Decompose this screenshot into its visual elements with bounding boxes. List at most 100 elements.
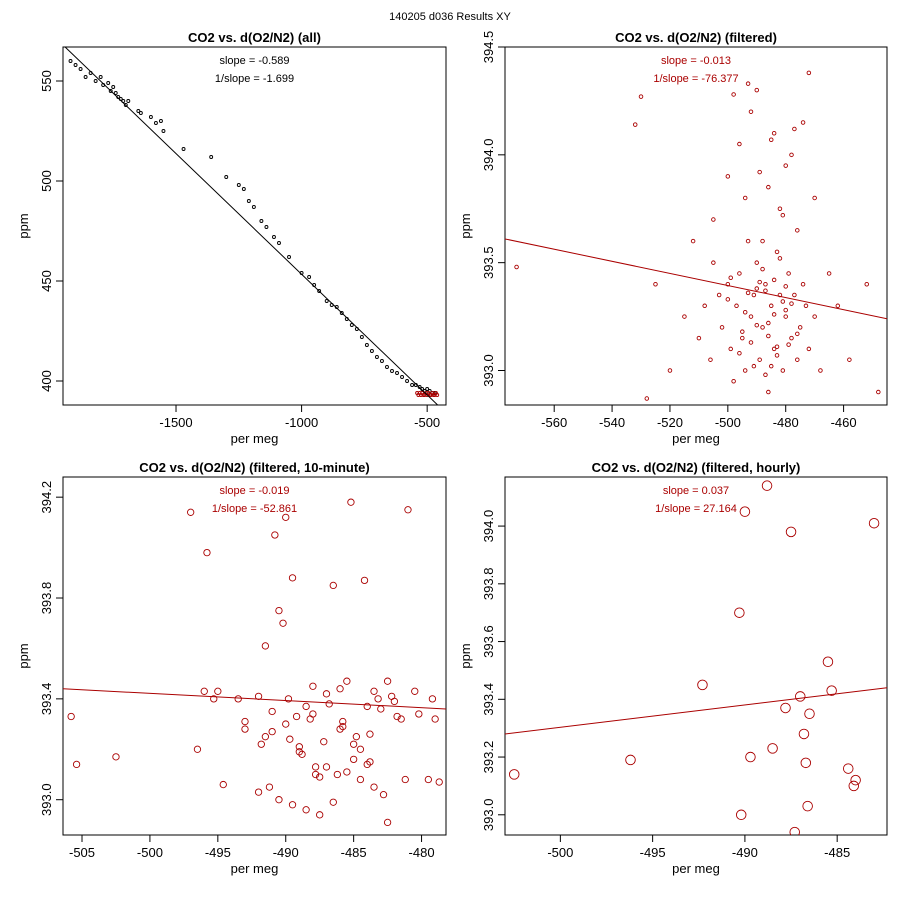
data-point: [757, 279, 762, 285]
plot-frame: [504, 46, 888, 406]
data-point: [763, 281, 768, 287]
data-point: [751, 363, 757, 369]
data-point: [187, 508, 195, 516]
data-point: [397, 715, 405, 723]
data-point: [725, 174, 731, 179]
data-point: [800, 757, 812, 769]
x-tick-label: -495: [640, 845, 666, 860]
data-point: [754, 322, 760, 328]
data-point: [246, 199, 251, 203]
data-point: [754, 286, 760, 291]
data-point: [370, 783, 378, 791]
x-tick-label: -520: [657, 415, 683, 430]
data-point: [219, 780, 227, 789]
data-point: [272, 235, 276, 239]
data-point: [792, 292, 797, 298]
slope-annotation: slope = 0.037: [663, 485, 729, 497]
data-point: [514, 264, 519, 270]
plot-area: [505, 70, 887, 401]
data-point: [697, 679, 708, 691]
data-point: [279, 619, 287, 627]
data-point: [798, 728, 810, 740]
data-point: [625, 754, 636, 766]
data-point: [795, 357, 800, 362]
inverse-slope-annotation: 1/slope = -1.699: [215, 73, 294, 85]
data-point: [803, 303, 809, 309]
data-point: [786, 342, 791, 347]
data-point: [737, 350, 742, 356]
data-point: [435, 393, 440, 397]
panel-1: CO2 vs. d(O2/N2) (all) -1500 -1000 -500 400 4…: [16, 30, 447, 446]
data-point: [742, 310, 748, 315]
data-point: [754, 87, 760, 93]
x-tick-label: -1000: [285, 415, 318, 430]
data-point: [766, 389, 771, 395]
x-tick-label: -505: [69, 845, 95, 860]
data-point: [390, 369, 394, 373]
data-point: [780, 299, 786, 304]
data-point: [268, 707, 276, 716]
data-point: [112, 753, 120, 761]
data-point: [760, 325, 765, 330]
data-point: [789, 335, 794, 341]
data-point: [731, 92, 736, 97]
y-tick-label: 393.0: [481, 354, 496, 387]
data-point: [696, 335, 702, 341]
data-point: [379, 791, 388, 799]
data-point: [111, 85, 116, 89]
data-point: [67, 712, 75, 721]
data-point: [748, 109, 754, 114]
data-point: [848, 780, 860, 792]
data-point: [771, 312, 777, 317]
data-point: [742, 368, 748, 373]
data-point: [404, 506, 412, 514]
data-point: [795, 228, 800, 233]
data-point: [295, 743, 303, 751]
data-point: [161, 129, 166, 133]
data-point: [735, 809, 747, 821]
data-point: [113, 91, 118, 95]
x-tick-label: -490: [273, 845, 299, 860]
data-point: [261, 642, 270, 650]
data-point: [369, 349, 374, 353]
data-point: [766, 184, 771, 190]
data-point: [123, 103, 128, 107]
data-point: [411, 687, 419, 695]
data-point: [268, 727, 276, 736]
plot-area: [63, 498, 446, 827]
data-point: [339, 311, 344, 315]
data-point: [224, 175, 229, 179]
data-point: [795, 331, 800, 337]
y-axis-label: ppm: [458, 643, 473, 668]
y-tick-label: 393.0: [481, 799, 496, 832]
data-point: [780, 368, 786, 373]
data-point: [393, 712, 401, 721]
x-tick-label: -560: [541, 415, 567, 430]
data-point: [275, 796, 283, 804]
data-point: [108, 89, 113, 93]
data-point: [349, 323, 354, 327]
data-point: [797, 325, 803, 330]
data-point: [347, 498, 355, 506]
data-point: [868, 517, 880, 529]
x-tick-label: -1500: [159, 415, 192, 430]
data-point: [653, 281, 658, 287]
data-point: [795, 691, 806, 702]
data-point: [210, 695, 218, 703]
data-point: [508, 769, 520, 780]
data-point: [138, 111, 143, 115]
data-point: [745, 290, 751, 296]
y-tick-label: 393.8: [481, 568, 496, 601]
data-point: [667, 368, 673, 373]
data-point: [264, 225, 269, 229]
fit-line: [505, 687, 887, 735]
x-tick-label: -485: [341, 845, 367, 860]
data-point: [284, 695, 293, 703]
data-point: [363, 702, 371, 711]
panel-title: CO2 vs. d(O2/N2) (filtered, hourly): [592, 460, 801, 475]
data-point: [136, 109, 141, 113]
data-point: [126, 99, 131, 103]
data-point: [783, 284, 788, 289]
y-tick-label: 393.0: [39, 783, 54, 816]
